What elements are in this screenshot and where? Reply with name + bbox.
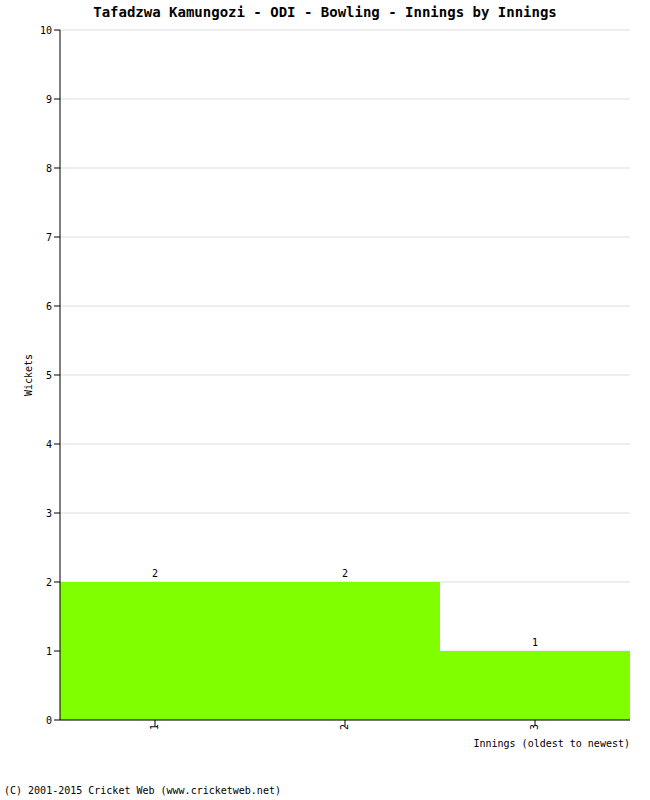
svg-text:2: 2 — [46, 577, 52, 588]
svg-text:3: 3 — [46, 508, 52, 519]
html-text:Tafadzwa Kamungozi - ODI - Bow: Tafadzwa Kamungozi - ODI - Bowling - Inn… — [93, 4, 557, 20]
svg-text:1: 1 — [46, 646, 52, 657]
svg-text:7: 7 — [46, 232, 52, 243]
html-text:Innings (oldest to newest): Innings (oldest to newest) — [473, 738, 630, 749]
svg-text:9: 9 — [46, 94, 52, 105]
svg-text:4: 4 — [46, 439, 52, 450]
svg-text:2: 2 — [152, 568, 158, 579]
svg-text:1: 1 — [532, 637, 538, 648]
svg-text:8: 8 — [46, 163, 52, 174]
svg-text:3: 3 — [529, 724, 540, 730]
svg-text:2: 2 — [342, 568, 348, 579]
svg-text:2: 2 — [339, 724, 350, 730]
svg-text:10: 10 — [40, 25, 52, 36]
svg-text:0: 0 — [46, 715, 52, 726]
svg-text:5: 5 — [46, 370, 52, 381]
svg-text:1: 1 — [149, 724, 160, 730]
svg-text:Wickets: Wickets — [23, 354, 34, 396]
html-text:(C) 2001-2015 Cricket Web (www: (C) 2001-2015 Cricket Web (www.cricketwe… — [4, 785, 281, 796]
svg-text:6: 6 — [46, 301, 52, 312]
